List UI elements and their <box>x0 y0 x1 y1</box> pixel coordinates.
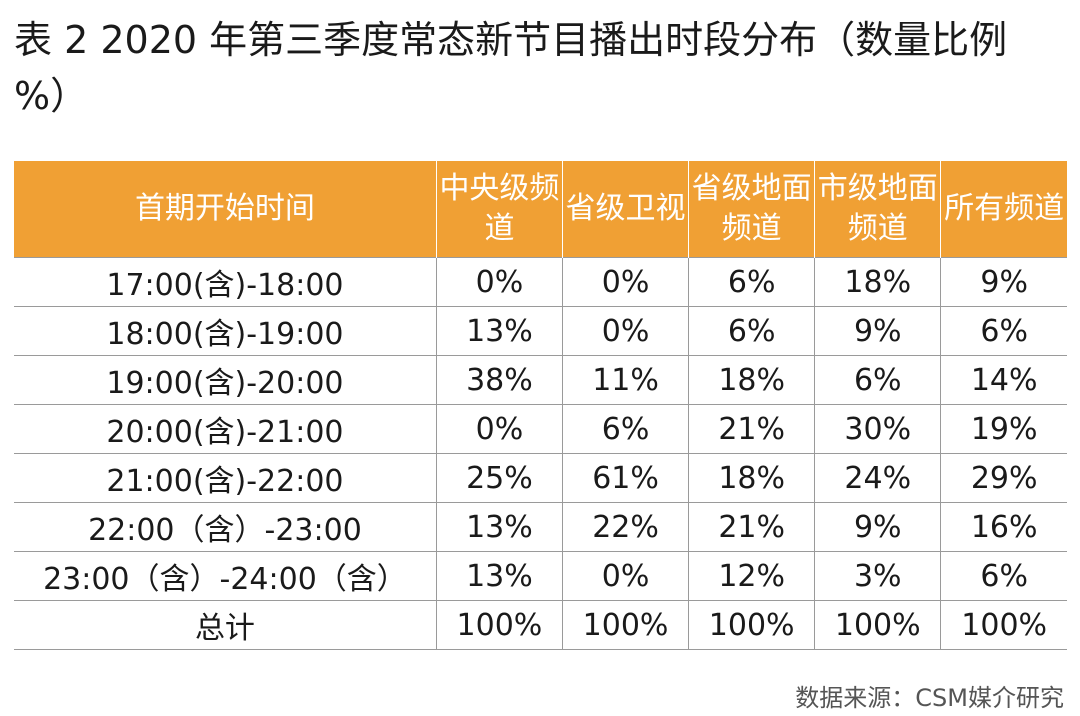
cell-value: 22% <box>561 502 689 552</box>
cell-value: 9% <box>814 306 941 356</box>
header-start-time: 首期开始时间 <box>14 161 437 258</box>
header-provincial-satellite: 省级卫视 <box>561 161 689 258</box>
cell-value: 29% <box>940 453 1067 503</box>
cell-value: 13% <box>435 551 563 601</box>
cell-value: 13% <box>435 306 563 356</box>
cell-value: 100% <box>435 600 563 650</box>
cell-time: 17:00(含)-18:00 <box>14 257 437 307</box>
cell-value: 18% <box>814 257 941 307</box>
cell-value: 16% <box>940 502 1067 552</box>
cell-value: 6% <box>940 551 1067 601</box>
cell-value: 0% <box>435 257 563 307</box>
table-row: 19:00(含)-20:00 38% 11% 18% 6% 14% <box>14 355 1067 405</box>
header-row: 首期开始时间 中央级频道 省级卫视 省级地面频道 市级地面频道 所有频道 <box>14 161 1067 258</box>
cell-value: 30% <box>814 404 941 454</box>
cell-total-label: 总计 <box>14 600 437 650</box>
cell-value: 100% <box>561 600 689 650</box>
cell-value: 9% <box>814 502 941 552</box>
cell-value: 100% <box>814 600 941 650</box>
cell-value: 12% <box>688 551 815 601</box>
header-central: 中央级频道 <box>435 161 563 258</box>
cell-value: 61% <box>561 453 689 503</box>
cell-value: 3% <box>814 551 941 601</box>
table-title: 表 2 2020 年第三季度常态新节目播出时段分布（数量比例 %） <box>14 18 1008 118</box>
table-row: 23:00（含）-24:00（含） 13% 0% 12% 3% 6% <box>14 551 1067 601</box>
header-city-terrestrial: 市级地面频道 <box>814 161 941 258</box>
cell-value: 21% <box>688 502 815 552</box>
cell-time: 20:00(含)-21:00 <box>14 404 437 454</box>
table-row: 21:00(含)-22:00 25% 61% 18% 24% 29% <box>14 453 1067 503</box>
cell-value: 100% <box>940 600 1067 650</box>
cell-value: 19% <box>940 404 1067 454</box>
cell-time: 19:00(含)-20:00 <box>14 355 437 405</box>
table-row: 17:00(含)-18:00 0% 0% 6% 18% 9% <box>14 257 1067 307</box>
header-provincial-terrestrial: 省级地面频道 <box>688 161 815 258</box>
cell-value: 9% <box>940 257 1067 307</box>
cell-time: 21:00(含)-22:00 <box>14 453 437 503</box>
cell-time: 23:00（含）-24:00（含） <box>14 551 437 601</box>
data-table: 首期开始时间 中央级频道 省级卫视 省级地面频道 市级地面频道 所有频道 17:… <box>14 161 1067 650</box>
cell-time: 18:00(含)-19:00 <box>14 306 437 356</box>
cell-value: 18% <box>688 453 815 503</box>
cell-value: 0% <box>561 551 689 601</box>
cell-value: 21% <box>688 404 815 454</box>
cell-value: 6% <box>940 306 1067 356</box>
cell-value: 0% <box>561 257 689 307</box>
cell-value: 6% <box>561 404 689 454</box>
cell-value: 38% <box>435 355 563 405</box>
header-all-channels: 所有频道 <box>940 161 1067 258</box>
cell-value: 6% <box>688 306 815 356</box>
data-source-note: 数据来源：CSM媒介研究 <box>795 684 1064 712</box>
cell-value: 0% <box>435 404 563 454</box>
cell-value: 11% <box>561 355 689 405</box>
total-row: 总计 100% 100% 100% 100% 100% <box>14 600 1067 650</box>
table-row: 18:00(含)-19:00 13% 0% 6% 9% 6% <box>14 306 1067 356</box>
cell-value: 14% <box>940 355 1067 405</box>
cell-value: 24% <box>814 453 941 503</box>
cell-value: 25% <box>435 453 563 503</box>
cell-value: 6% <box>688 257 815 307</box>
cell-value: 0% <box>561 306 689 356</box>
cell-value: 100% <box>688 600 815 650</box>
table-row: 20:00(含)-21:00 0% 6% 21% 30% 19% <box>14 404 1067 454</box>
cell-value: 18% <box>688 355 815 405</box>
cell-value: 6% <box>814 355 941 405</box>
cell-value: 13% <box>435 502 563 552</box>
cell-time: 22:00（含）-23:00 <box>14 502 437 552</box>
table-row: 22:00（含）-23:00 13% 22% 21% 9% 16% <box>14 502 1067 552</box>
